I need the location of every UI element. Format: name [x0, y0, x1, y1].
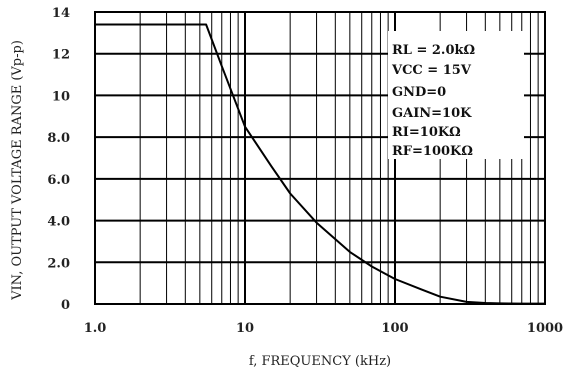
annotation-line: RF=100KΩ [392, 144, 473, 159]
y-tick-label: 6.0 [47, 173, 70, 188]
y-tick-label: 4.0 [47, 215, 70, 230]
annotation-line: RI=10KΩ [392, 125, 461, 140]
x-tick-label: 100 [381, 321, 408, 336]
x-axis-label: f, FREQUENCY (kHz) [249, 354, 391, 369]
x-tick-labels: 1.0 10 100 1000 [84, 321, 563, 336]
legend-background [388, 31, 524, 159]
y-tick-label: 0 [61, 298, 70, 313]
y-tick-labels: 0 2.0 4.0 6.0 8.0 10 12 14 [47, 6, 70, 313]
y-tick-label: 8.0 [47, 131, 70, 146]
x-tick-label: 10 [236, 321, 254, 336]
annotation-line: GAIN=10K [392, 106, 472, 121]
plot-frame [94, 11, 546, 305]
x-tick-label: 1000 [527, 321, 563, 336]
x-tick-label: 1.0 [84, 321, 107, 336]
y-tick-label: 2.0 [47, 256, 70, 271]
y-tick-label: 12 [52, 48, 70, 63]
y-tick-label: 14 [52, 6, 70, 21]
legend-box: RL = 2.0kΩ VCC = 15V GND=0 GAIN=10K RI=1… [388, 31, 524, 159]
annotation-line: VCC = 15V [391, 63, 472, 78]
annotation-line: GND=0 [392, 85, 446, 100]
y-axis-label: VIN, OUTPUT VOLTAGE RANGE (Vp-p) [10, 40, 25, 301]
annotation-line: RL = 2.0kΩ [392, 43, 475, 58]
y-tick-label: 10 [52, 89, 70, 104]
